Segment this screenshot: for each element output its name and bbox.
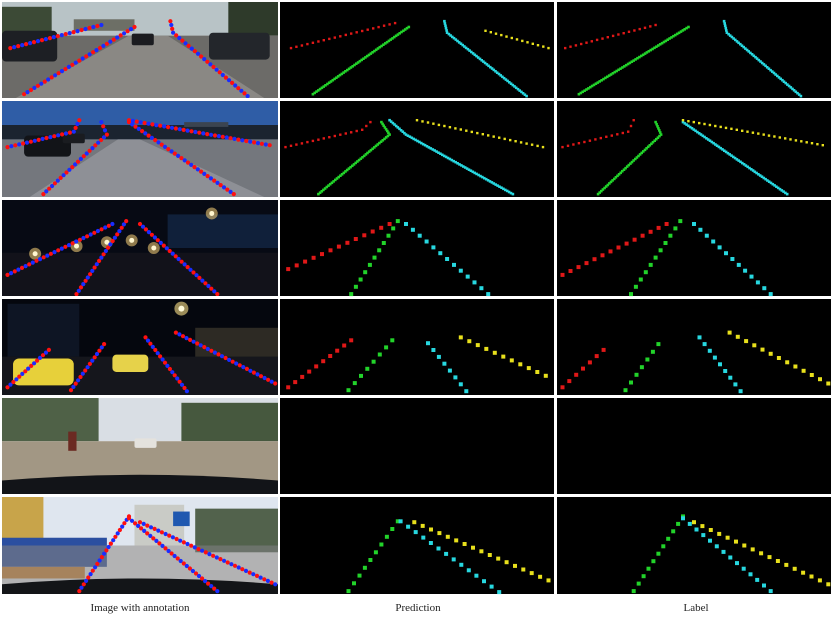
prediction-row-6-lane-0-lane2	[346, 519, 400, 594]
label-panel-row-4	[557, 299, 831, 395]
label-row-3-lane-0-lane1	[560, 222, 669, 277]
lane-detection-figure	[2, 2, 831, 595]
prediction-row-3-lane-0-lane1	[286, 222, 392, 272]
prediction-row-6-lane-2-lane4	[412, 520, 551, 583]
prediction-panel-row-5	[280, 398, 554, 494]
label-panel-row-5	[557, 398, 831, 494]
annotation-lane-2	[126, 120, 236, 197]
label-row-4-lane-1-lane2	[623, 342, 661, 393]
prediction-row-1-lane-2-lane3	[443, 19, 528, 98]
label-panel-row-6	[557, 497, 831, 594]
annotation-lane-0	[5, 221, 115, 277]
annotation-lane-1	[41, 120, 109, 197]
label-row-1-lane-2-lane3	[722, 19, 803, 98]
annotation-lane-3	[126, 118, 272, 148]
prediction-row-4-lane-2-lane3	[426, 341, 469, 394]
figure-row-4	[2, 299, 831, 395]
label-row-2-lane-0-lane1	[561, 119, 635, 149]
annotation-lane-3	[173, 330, 278, 386]
label-panel-row-3	[557, 200, 831, 297]
label-row-6-lane-2-lane4	[692, 520, 831, 587]
scene-image-urban-street	[2, 497, 278, 594]
annotation-lane-2	[168, 19, 250, 98]
figure-row-1	[2, 2, 831, 98]
prediction-row-4-lane-0-lane1	[286, 338, 354, 390]
figure-row-6	[2, 497, 831, 595]
prediction-row-6-lane-1-lane3	[398, 519, 502, 595]
caption-label: Label	[683, 602, 709, 614]
scene-image-highway-evening	[2, 101, 278, 197]
annotation-lane-0	[5, 118, 82, 150]
label-row-3-lane-1-lane2	[629, 219, 683, 297]
label-row-4-lane-3-lane4	[727, 330, 831, 386]
prediction-panel-row-4	[280, 299, 554, 395]
scene-image-highway-day	[2, 2, 278, 98]
prediction-row-4-lane-1-lane2	[346, 338, 395, 393]
label-row-2-lane-1-lane2	[596, 120, 663, 196]
prediction-row-1-lane-3-lane4	[484, 29, 550, 50]
label-row-1-lane-1-lane2	[577, 25, 690, 96]
scene-image-dirt-road	[2, 398, 278, 494]
annotation-lane-0	[8, 22, 104, 51]
figure-row-5	[2, 398, 831, 494]
prediction-row-2-lane-0-lane1	[284, 120, 372, 149]
label-row-2-lane-3-lane4	[681, 119, 824, 147]
caption-prediction: Prediction	[395, 602, 441, 614]
prediction-panel-row-3	[280, 200, 554, 297]
annotation-lane-1	[68, 342, 107, 393]
prediction-row-2-lane-3-lane4	[415, 119, 545, 149]
annotation-lane-0	[5, 347, 52, 390]
label-row-6-lane-1-lane3	[681, 516, 773, 594]
prediction-panel-row-6	[280, 497, 554, 595]
annotation-lane-1	[126, 516, 220, 594]
prediction-row-1-lane-0-lane1	[289, 21, 397, 50]
label-row-3-lane-2-lane3	[692, 222, 773, 297]
label-panel-row-1	[557, 2, 831, 98]
prediction-row-3-lane-2-lane3	[404, 222, 491, 297]
scene-image-city-night	[2, 200, 278, 296]
prediction-row-4-lane-3-lane4	[458, 335, 548, 378]
label-panel-row-2	[557, 101, 831, 197]
annotation-lane-1	[22, 24, 137, 97]
label-row-2-lane-2-lane3	[681, 120, 789, 196]
label-row-1-lane-0-lane1	[564, 23, 657, 50]
annotation-lane-2	[137, 520, 278, 587]
prediction-panel-row-2	[280, 101, 554, 197]
figure-row-2	[2, 101, 831, 197]
prediction-row-3-lane-1-lane2	[349, 219, 400, 297]
annotation-lane-2	[137, 221, 220, 296]
prediction-row-1-lane-1-lane2	[311, 25, 411, 96]
prediction-row-2-lane-1-lane2	[317, 120, 391, 196]
prediction-panel-row-1	[280, 2, 554, 98]
label-row-4-lane-2-lane3	[697, 335, 743, 394]
label-row-4-lane-0-lane1	[560, 347, 606, 390]
scene-image-taxi-night	[2, 299, 278, 395]
prediction-row-2-lane-2-lane3	[388, 118, 515, 196]
figure-row-3	[2, 200, 831, 297]
caption-image-with-annotation: Image with annotation	[90, 602, 190, 614]
annotation-lane-2	[143, 335, 189, 394]
annotation-lane-1	[74, 219, 129, 296]
